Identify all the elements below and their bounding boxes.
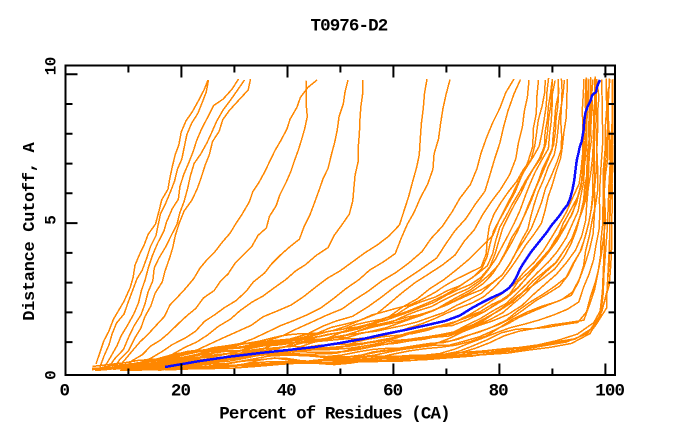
svg-text:100: 100 bbox=[595, 381, 624, 401]
svg-text:0: 0 bbox=[43, 371, 61, 380]
svg-text:T0976-D2: T0976-D2 bbox=[310, 17, 387, 37]
svg-text:Distance Cutoff, A: Distance Cutoff, A bbox=[21, 141, 40, 320]
svg-text:10: 10 bbox=[43, 57, 61, 75]
svg-text:60: 60 bbox=[383, 381, 403, 401]
svg-text:80: 80 bbox=[489, 381, 509, 401]
svg-text:0: 0 bbox=[59, 381, 69, 401]
svg-text:5: 5 bbox=[43, 216, 61, 225]
svg-text:20: 20 bbox=[171, 381, 191, 401]
svg-text:40: 40 bbox=[277, 381, 297, 401]
svg-text:Percent of Residues (CA): Percent of Residues (CA) bbox=[219, 404, 449, 424]
